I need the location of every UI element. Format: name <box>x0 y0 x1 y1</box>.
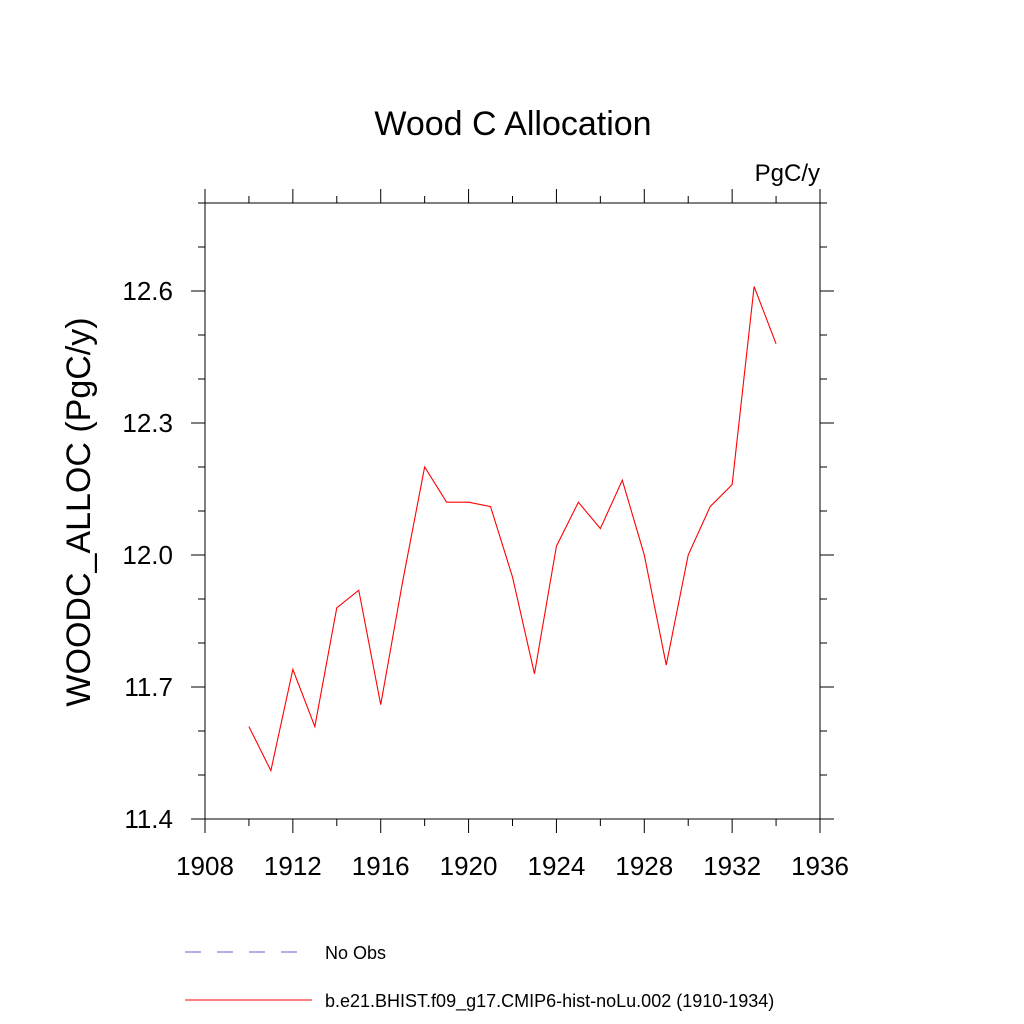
y-axis-tick-labels: 11.4 11.7 12.0 12.3 12.6 <box>122 276 173 834</box>
legend-label: No Obs <box>325 943 386 963</box>
x-tick-label: 1916 <box>352 851 410 881</box>
y-tick-label: 12.6 <box>122 276 173 306</box>
x-tick-label: 1920 <box>440 851 498 881</box>
chart-title: Wood C Allocation <box>374 105 651 143</box>
x-tick-label: 1924 <box>528 851 586 881</box>
y-tick-label: 11.7 <box>124 672 173 702</box>
series-layer <box>248 286 777 773</box>
x-tick-label: 1932 <box>703 851 761 881</box>
y-tick-label: 11.4 <box>124 804 173 834</box>
y-axis-label: WOODC_ALLOC (PgC/y) <box>60 317 98 706</box>
y-axis-ticks <box>191 202 834 820</box>
y-tick-label: 12.3 <box>122 408 173 438</box>
legend-label: b.e21.BHIST.f09_g17.CMIP6-hist-noLu.002 … <box>325 991 774 1012</box>
y-tick-label: 12.0 <box>122 540 173 570</box>
x-tick-label: 1912 <box>264 851 322 881</box>
plot-frame <box>204 202 821 820</box>
x-axis-tick-labels: 1908 1912 1916 1920 1924 1928 1932 1936 <box>176 851 849 881</box>
units-label: PgC/y <box>755 160 820 187</box>
x-tick-label: 1928 <box>615 851 673 881</box>
x-tick-label: 1908 <box>176 851 234 881</box>
x-tick-label: 1936 <box>791 851 849 881</box>
series-line <box>248 286 777 773</box>
legend: No Obs b.e21.BHIST.f09_g17.CMIP6-hist-noL… <box>185 943 774 1012</box>
x-axis-ticks <box>204 189 821 833</box>
